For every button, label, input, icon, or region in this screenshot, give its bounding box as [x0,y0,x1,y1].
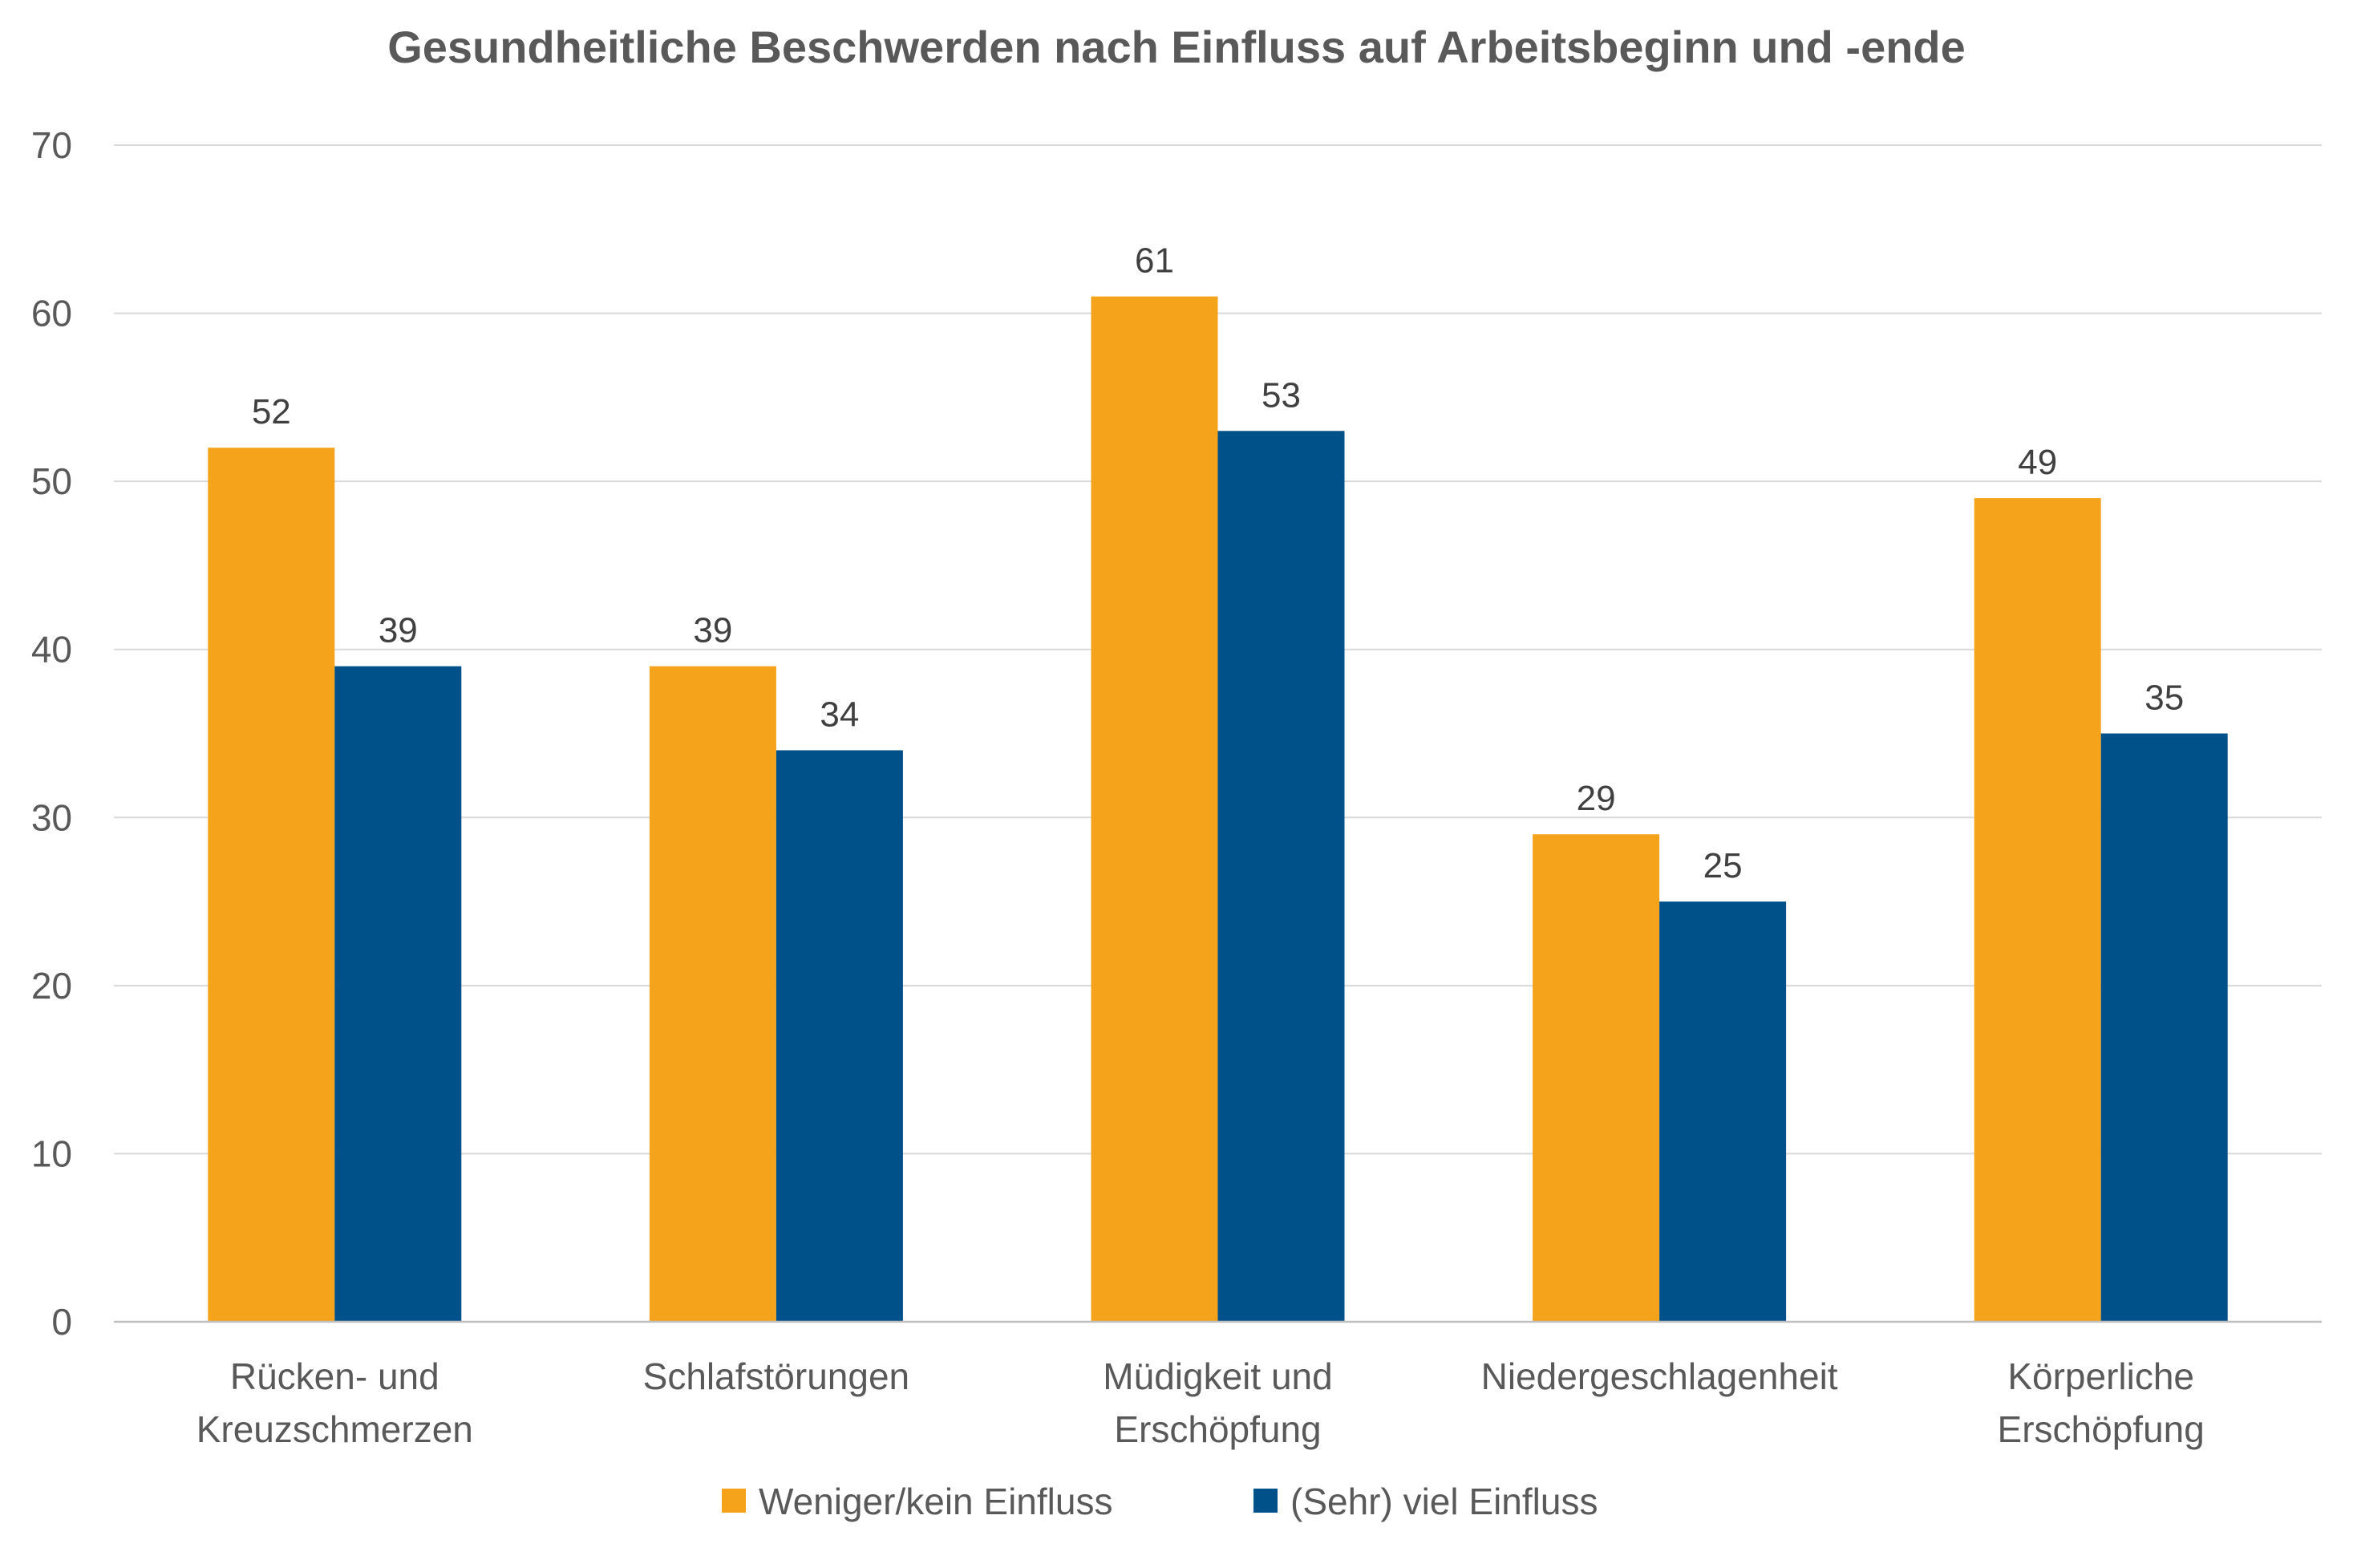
data-label: 39 [693,611,732,650]
bar [1659,901,1787,1322]
category-label: Müdigkeit und [1103,1355,1332,1397]
category-labels: Rücken- und Kreuzschmerzen Schlafstörungen… [196,1355,2205,1450]
category-label: Kreuzschmerzen [196,1408,473,1450]
bar [2100,733,2228,1322]
data-label: 61 [1135,241,1174,281]
data-label: 25 [1703,846,1743,885]
chart-title: Gesundheitliche Beschwerden nach Einflus… [387,22,1966,72]
y-tick-label: 0 [51,1301,72,1343]
legend-label: (Sehr) viel Einfluss [1290,1481,1598,1522]
bar [1974,498,2101,1322]
bar [776,750,903,1322]
data-label: 35 [2144,679,2184,718]
y-tick-label: 30 [31,796,72,838]
y-tick-label: 50 [31,460,72,502]
category-label: Niedergeschlagenheit [1481,1355,1838,1397]
bar [649,666,776,1322]
bar [208,448,335,1323]
bar [1217,431,1345,1322]
y-tick-label: 20 [31,965,72,1007]
category-label: Erschöpfung [1998,1408,2205,1450]
category-label: Rücken- und [230,1355,439,1397]
legend-swatch [1253,1489,1278,1513]
y-tick-label: 40 [31,629,72,671]
legend-swatch [722,1489,746,1513]
data-label: 34 [820,695,859,734]
data-label: 53 [1262,375,1301,415]
data-label: 52 [252,392,291,432]
data-label: 49 [2018,443,2057,482]
data-labels: 52 39 39 34 61 53 29 25 49 35 [252,241,2184,885]
category-label: Körperliche [2007,1355,2194,1397]
y-tick-label: 10 [31,1132,72,1174]
category-label: Schlafstörungen [643,1355,909,1397]
bar [1091,296,1218,1323]
data-label: 39 [379,611,418,650]
bar [1533,834,1660,1322]
legend-label: Weniger/kein Einfluss [759,1481,1112,1522]
category-label: Erschöpfung [1114,1408,1321,1450]
legend: Weniger/kein Einfluss (Sehr) viel Einflus… [722,1481,1598,1522]
bars [208,296,2228,1323]
data-label: 29 [1577,779,1616,818]
bar [334,666,462,1322]
y-tick-label: 70 [31,124,72,166]
y-axis-tick-labels: 0 10 20 30 40 50 60 70 [31,124,72,1343]
y-tick-label: 60 [31,293,72,334]
